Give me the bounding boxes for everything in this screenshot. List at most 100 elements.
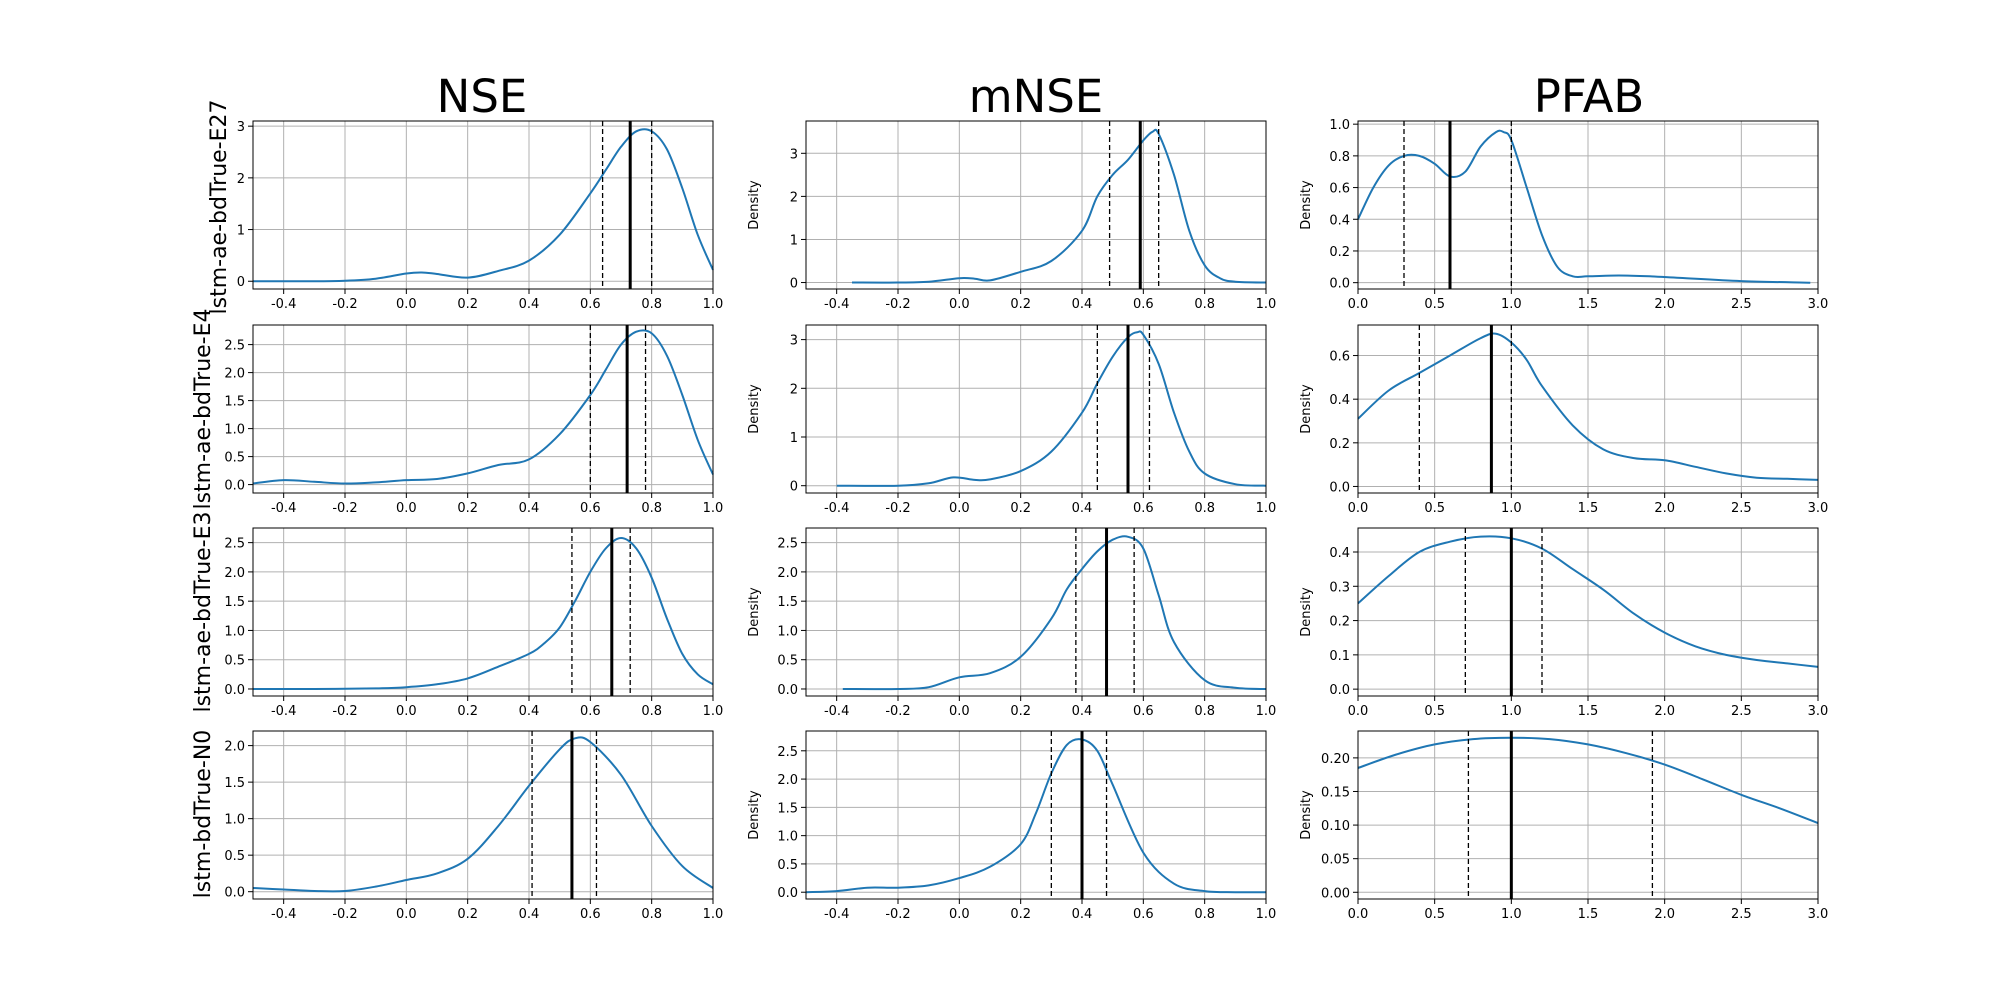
y-tick-label: 0.6 [1329,182,1350,197]
x-tick-label: -0.2 [885,704,910,719]
y-tick-label: 0 [237,275,245,290]
y-tick-label: 2.0 [777,773,798,788]
panel-p01: -0.4 -0.2 0.0 0.2 0.4 0.6 0.8 1.0 0 1 2 3 Density [747,120,1276,312]
x-tick-label: 0.2 [1010,297,1031,312]
y-tick-label: 1.5 [224,395,245,410]
x-tick-label: 0.6 [1133,501,1154,516]
y-tick-label: 2.0 [224,367,245,382]
x-tick-label: 0.2 [1010,704,1031,719]
x-tick-label: -0.4 [824,501,849,516]
x-tick-label: 0.4 [1072,297,1093,312]
y-tick-label: 0.15 [1321,785,1350,800]
y-tick-label: 0 [790,277,798,292]
x-tick-label: 0.4 [519,297,540,312]
y-tick-label: 0.3 [1329,580,1350,595]
x-tick-label: 2.5 [1731,704,1752,719]
x-tick-label: 0.8 [641,501,662,516]
x-tick-label: 2.5 [1731,297,1752,312]
x-tick-label: 1.5 [1578,297,1599,312]
panel-p21: -0.4 -0.2 0.0 0.2 0.4 0.6 0.8 1.0 0.0 0.5 1.0 1.5 2.… [747,527,1276,719]
axes-frame [1357,527,1819,697]
x-tick-label: -0.2 [332,297,357,312]
y-tick-label: 1.5 [777,801,798,816]
x-tick-label: -0.2 [332,501,357,516]
x-tick-label: 1.0 [703,704,724,719]
y-tick-label: 2.0 [777,566,798,581]
x-tick-label: 0.5 [1424,907,1445,922]
panel-p22: 0.0 0.5 1.0 1.5 2.0 2.5 3.0 0.0 0.1 0.2 0.3 0.4 Dens… [1299,527,1828,719]
y-tick-label: 2.0 [224,740,245,755]
axes-frame [1357,120,1819,290]
y-tick-label: 2.5 [777,745,798,760]
y-tick-label: 0.2 [1329,245,1350,260]
density-curve [252,536,714,691]
density-curve [851,128,1267,284]
x-tick-label: -0.4 [824,907,849,922]
panels-container: -0.4 -0.2 0.0 0.2 0.4 0.6 0.8 1.0 0 1 2 3 -0.4 -0.2 0.… [224,118,1828,922]
y-tick-label: 2 [237,172,245,187]
y-tick-label: 0.4 [1329,546,1350,561]
density-curve [252,128,714,283]
axes-frame [1357,324,1819,494]
x-tick-label: 0.4 [519,501,540,516]
x-tick-label: 0.4 [1072,704,1093,719]
panel-p00: -0.4 -0.2 0.0 0.2 0.4 0.6 0.8 1.0 0 1 2 3 [237,120,724,312]
y-tick-label: 1.0 [224,813,245,828]
y-tick-label: 3 [237,120,245,135]
y-tick-label: 1 [790,233,798,248]
y-tick-label: 0.8 [1329,150,1350,165]
x-tick-label: 0.0 [1348,501,1369,516]
x-tick-label: 3.0 [1808,501,1829,516]
y-tick-label: 1 [790,431,798,446]
density-curve [252,736,714,893]
column-title-nse: NSE [437,70,528,123]
y-tick-label: 0.1 [1329,649,1350,664]
x-tick-label: 0.2 [457,704,478,719]
x-tick-label: 0.0 [396,501,417,516]
y-tick-label: 0.4 [1329,393,1350,408]
y-tick-label: 0.2 [1329,437,1350,452]
density-curve [1357,129,1811,284]
x-tick-label: -0.2 [885,297,910,312]
x-tick-label: 0.8 [641,704,662,719]
y-tick-label: 0.5 [224,849,245,864]
x-tick-label: 0.4 [1072,501,1093,516]
x-tick-label: 0.4 [519,907,540,922]
y-tick-label: 2.5 [224,537,245,552]
y-tick-label: 1.5 [777,595,798,610]
axes-frame [252,527,714,697]
y-tick-label: 2 [790,190,798,205]
axes-frame [252,324,714,494]
x-tick-label: 0.8 [1194,704,1215,719]
x-tick-label: 1.0 [703,501,724,516]
x-tick-label: 0.6 [580,297,601,312]
x-tick-label: 0.6 [1133,297,1154,312]
x-tick-label: 1.5 [1578,907,1599,922]
y-tick-label: 0.0 [1329,480,1350,495]
x-tick-label: 1.0 [703,907,724,922]
x-tick-label: 0.4 [519,704,540,719]
x-tick-label: 1.5 [1578,501,1599,516]
x-tick-label: 0.5 [1424,704,1445,719]
x-tick-label: 2.0 [1654,704,1675,719]
y-tick-label: 1.0 [777,830,798,845]
axes-frame [805,324,1267,494]
x-tick-label: 1.0 [1501,704,1522,719]
x-tick-label: 3.0 [1808,297,1829,312]
x-tick-label: 1.0 [1501,501,1522,516]
panel-p32: 0.0 0.5 1.0 1.5 2.0 2.5 3.0 0.00 0.05 0.10 0.15 0.2… [1299,730,1828,922]
x-tick-label: -0.2 [332,704,357,719]
y-tick-label: 0.05 [1321,853,1350,868]
y-tick-label: 1 [237,224,245,239]
panel-p31: -0.4 -0.2 0.0 0.2 0.4 0.6 0.8 1.0 0.0 0.5 1.0 1.5 2.… [747,730,1276,922]
y-axis-label: Density [1299,587,1314,637]
x-tick-label: 0.8 [1194,501,1215,516]
x-tick-label: 0.6 [580,907,601,922]
y-tick-label: 0.4 [1329,213,1350,228]
x-tick-label: 0.2 [457,501,478,516]
y-axis-label: Density [747,790,762,840]
row-title-e4: lstm-ae-bdTrue-E4 [191,308,216,509]
x-tick-label: 1.0 [1501,297,1522,312]
x-tick-label: -0.4 [271,907,296,922]
y-tick-label: 0.0 [224,479,245,494]
